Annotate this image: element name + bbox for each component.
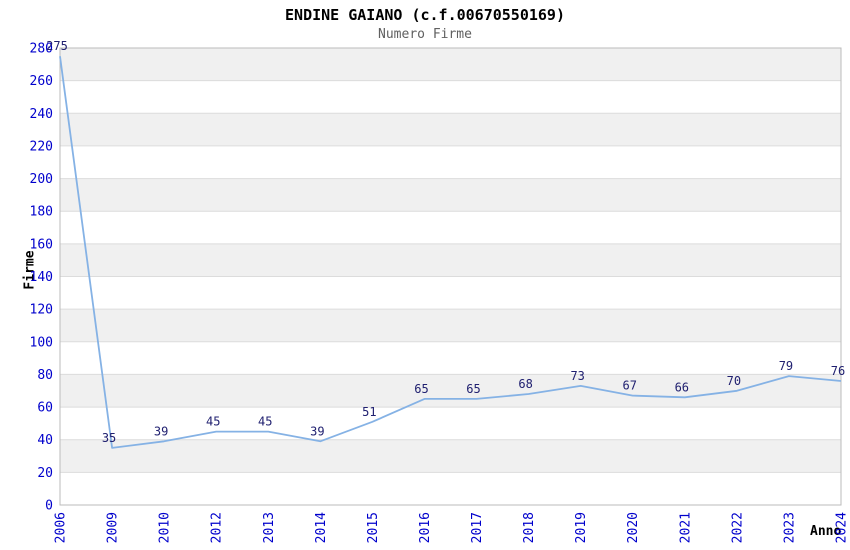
x-tick-label: 2018	[522, 512, 537, 543]
x-tick-label: 2015	[366, 512, 381, 543]
value-label: 65	[414, 382, 428, 396]
plot-band	[60, 80, 841, 114]
x-tick-label: 2013	[262, 512, 277, 543]
value-label: 70	[727, 374, 741, 388]
plot-band	[60, 276, 841, 310]
x-tick-label: 2010	[158, 512, 173, 543]
plot-band	[60, 178, 841, 212]
y-tick-label: 40	[37, 433, 53, 448]
plot-band	[60, 309, 841, 342]
chart-subtitle: Numero Firme	[378, 27, 472, 42]
plot-band	[60, 211, 841, 244]
value-label: 51	[362, 405, 376, 419]
value-label: 79	[779, 359, 793, 373]
value-label: 66	[675, 380, 689, 394]
y-tick-label: 260	[30, 74, 53, 89]
value-label: 45	[206, 415, 220, 429]
x-tick-label: 2023	[782, 512, 797, 543]
y-tick-label: 240	[30, 107, 53, 122]
y-tick-label: 20	[37, 466, 53, 481]
plot-band	[60, 407, 841, 440]
value-label: 39	[310, 424, 324, 438]
y-tick-label: 160	[30, 237, 53, 252]
value-label: 67	[623, 379, 637, 393]
y-tick-label: 220	[30, 139, 53, 154]
series-line	[59, 56, 842, 449]
y-tick-label: 60	[37, 401, 53, 416]
x-tick-label: 2009	[106, 512, 121, 543]
y-tick-label: 0	[45, 499, 53, 514]
x-axis-title: Anno	[810, 524, 842, 539]
y-tick-label: 100	[30, 335, 53, 350]
y-tick-label: 180	[30, 205, 53, 220]
value-label: 45	[258, 415, 272, 429]
plot-band	[60, 145, 841, 179]
y-tick-label: 80	[37, 368, 53, 383]
y-tick-label: 140	[30, 270, 53, 285]
plot-band	[60, 341, 841, 375]
plot-band	[60, 439, 841, 473]
plot-band	[60, 48, 841, 81]
y-tick-label: 200	[30, 172, 53, 187]
x-tick-label: 2016	[418, 512, 433, 543]
plot-band	[60, 374, 841, 408]
value-label: 76	[831, 364, 845, 378]
x-tick-label: 2006	[54, 512, 69, 543]
value-label: 39	[154, 424, 168, 438]
value-label: 68	[518, 377, 532, 391]
x-tick-label: 2012	[210, 512, 225, 543]
chart-title: ENDINE GAIANO (c.f.00670550169)	[285, 6, 565, 24]
x-tick-label: 2024	[835, 512, 850, 543]
x-tick-label: 2019	[574, 512, 589, 543]
x-tick-label: 2020	[626, 512, 641, 543]
plot-band	[60, 113, 841, 146]
value-label: 35	[102, 431, 116, 445]
plot-band	[60, 243, 841, 277]
y-tick-label: 120	[30, 303, 53, 318]
y-tick-label: 280	[30, 42, 53, 57]
plot-band	[60, 472, 841, 505]
plot-border	[59, 47, 842, 506]
x-tick-label: 2014	[314, 512, 329, 543]
x-tick-label: 2021	[678, 512, 693, 543]
x-tick-label: 2022	[730, 512, 745, 543]
value-label: 73	[570, 369, 584, 383]
value-label: 65	[466, 382, 480, 396]
value-label: 275	[46, 39, 68, 53]
x-tick-label: 2017	[470, 512, 485, 543]
